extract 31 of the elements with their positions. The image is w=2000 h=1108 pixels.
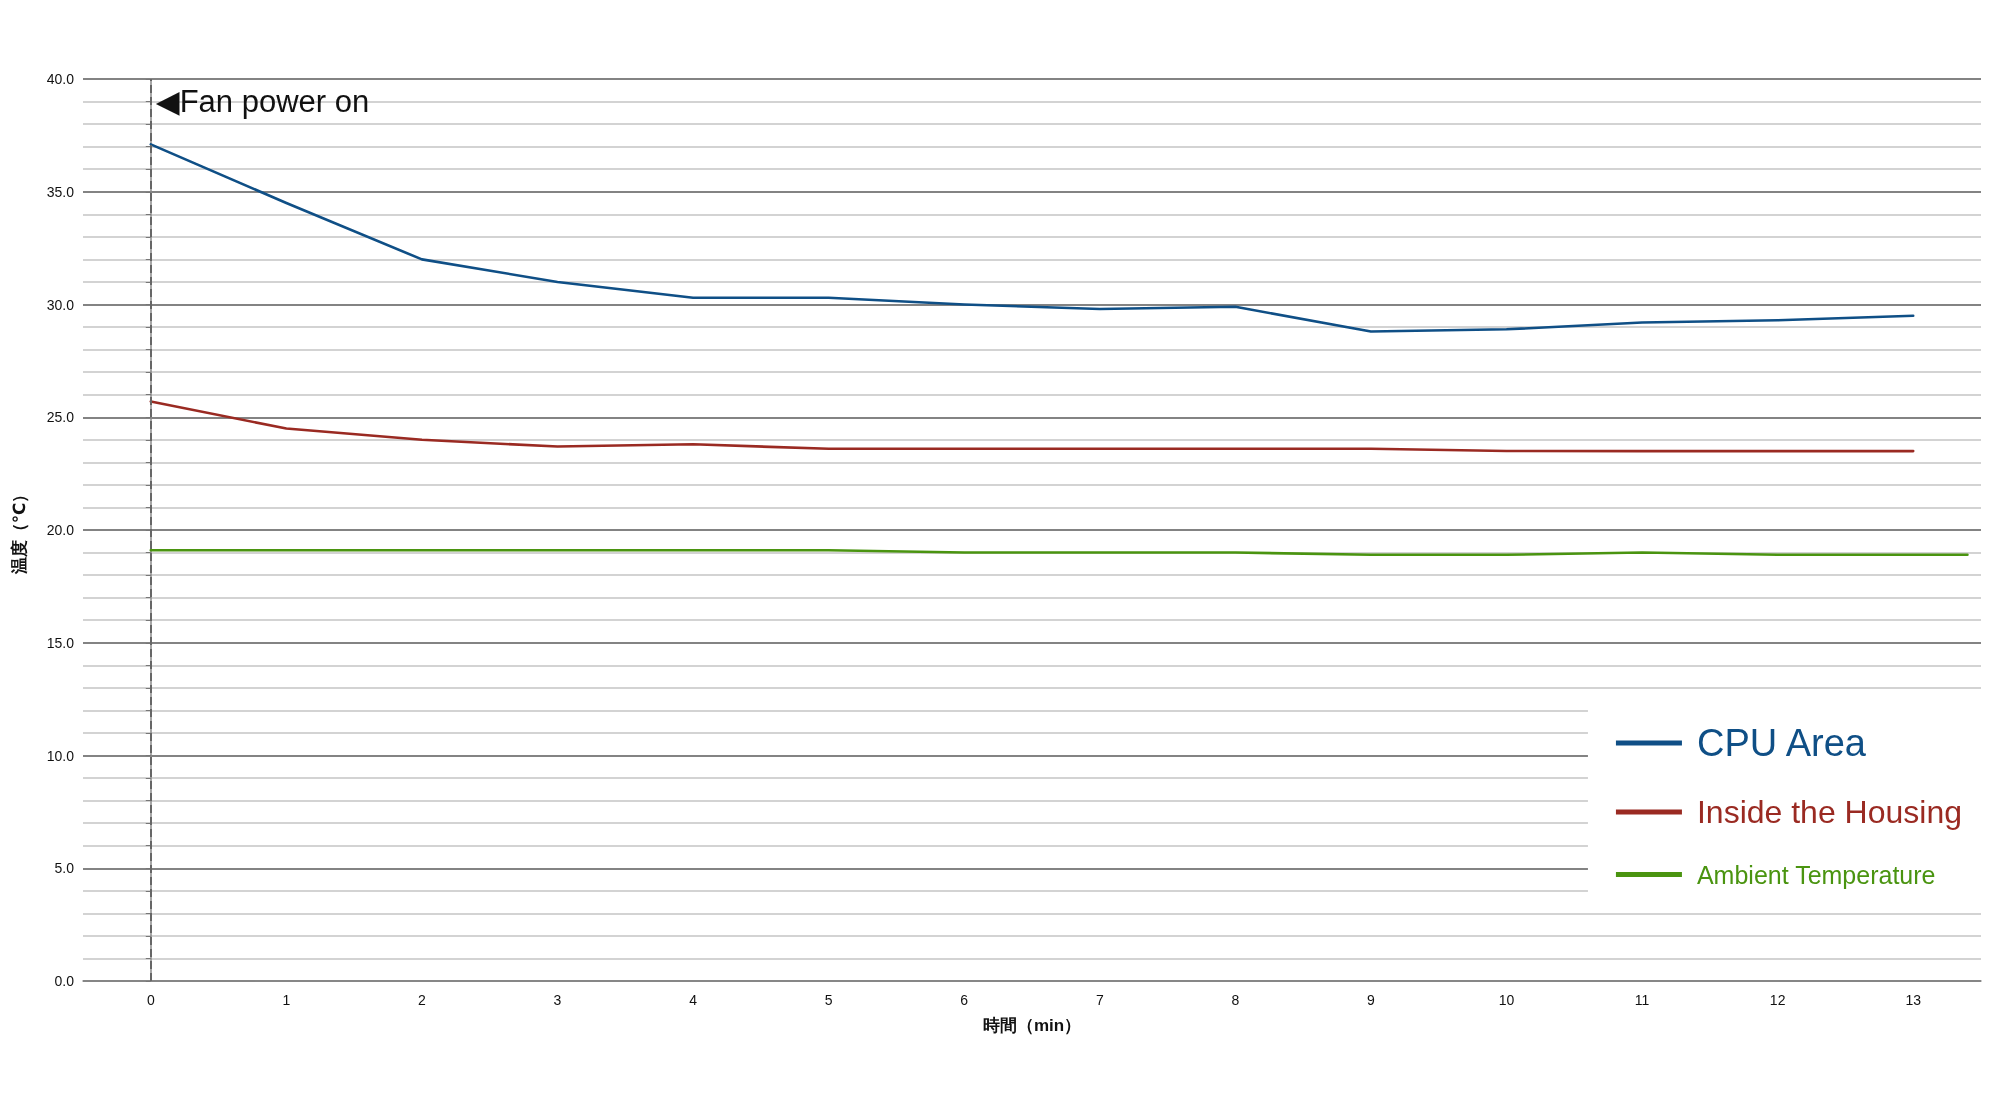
x-tick-label: 1: [282, 992, 291, 1008]
x-tick-label: 8: [1231, 992, 1240, 1008]
y-tick-label: 35.0: [46, 183, 75, 200]
y-tick-label: 30.0: [46, 296, 75, 313]
y-tick-label: 25.0: [46, 409, 75, 426]
x-tick-label: 10: [1498, 992, 1515, 1008]
x-tick-label: 6: [960, 992, 969, 1008]
legend-label: Ambient Temperature: [1696, 860, 1936, 889]
x-tick-label: 7: [1095, 992, 1104, 1008]
y-tick-label: 40.0: [46, 71, 75, 87]
y-tick-label: 0.0: [54, 973, 75, 989]
x-tick-label: 0: [146, 992, 155, 1008]
x-tick-label: 4: [689, 992, 698, 1008]
x-tick-label: 2: [418, 992, 427, 1008]
line-series: [149, 400, 1915, 453]
ref-line-label: ◀Fan power on: [155, 83, 370, 119]
legend-label: Inside the Housing: [1696, 794, 1962, 830]
x-tick-label: 3: [553, 992, 562, 1008]
y-tick-label: 15.0: [46, 634, 75, 651]
x-tick-label: 11: [1634, 992, 1650, 1008]
x-tick-label: 12: [1769, 992, 1786, 1008]
legend-label: CPU Area: [1696, 722, 1867, 764]
y-tick-label: 5.0: [54, 860, 75, 877]
y-axis-title: 温度（℃）: [10, 485, 29, 576]
x-axis-title: 時間（min）: [982, 1016, 1082, 1035]
x-tick-label: 9: [1367, 992, 1376, 1008]
y-tick-label: 20.0: [46, 522, 75, 538]
y-tick-label: 10.0: [46, 747, 75, 764]
x-tick-label: 5: [824, 992, 833, 1008]
x-tick-label: 13: [1905, 992, 1922, 1008]
line-series: [149, 143, 1915, 333]
